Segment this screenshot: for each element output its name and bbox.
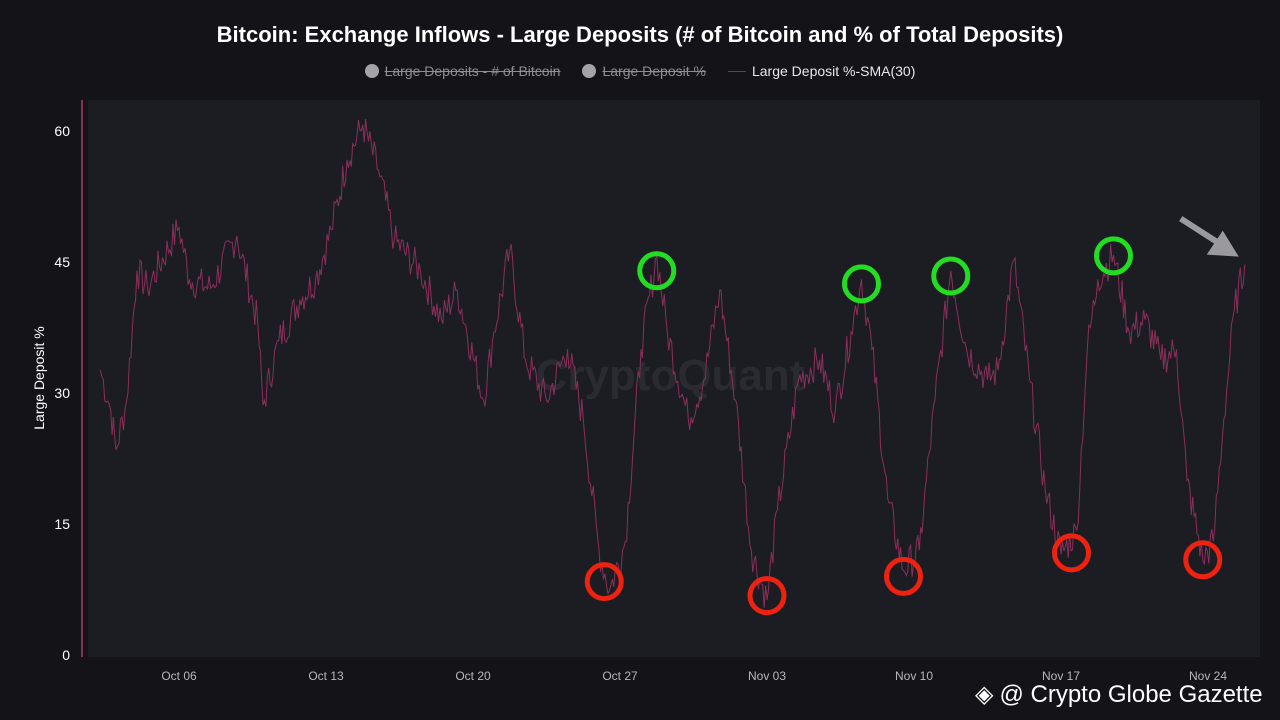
arrow-head-icon [1206, 230, 1239, 257]
y-tick-label: 15 [54, 516, 70, 532]
legend-label: Large Deposit %-SMA(30) [751, 63, 916, 79]
legend-dot-icon [364, 64, 379, 78]
chart-title: Bitcoin: Exchange Inflows - Large Deposi… [216, 22, 1064, 47]
binance-logo-icon: ◈ [975, 681, 994, 708]
legend-line-icon [727, 70, 746, 72]
legend-label: Large Deposit % [602, 63, 706, 79]
y-axis-label: Large Deposit % [31, 326, 47, 430]
x-tick-label: Oct 13 [308, 669, 344, 683]
x-tick-label: Nov 17 [1042, 669, 1080, 683]
x-tick-label: Nov 03 [748, 669, 786, 683]
x-tick-label: Nov 10 [895, 669, 933, 683]
red-circle-annotation [1052, 533, 1091, 573]
red-circle-annotation [884, 556, 923, 596]
watermark-cryptoquant: CryptoQuant [536, 351, 805, 400]
series-line-sma30 [99, 119, 1246, 608]
y-tick-label: 45 [54, 254, 70, 270]
legend-item-large-deposits-btc[interactable]: Large Deposits - # of Bitcoin [364, 63, 561, 79]
green-circle-annotation [842, 264, 881, 304]
x-tick-label: Oct 06 [161, 669, 197, 683]
green-circle-annotation [637, 251, 677, 291]
green-circle-annotation [931, 256, 971, 296]
plot-area [88, 100, 1260, 657]
y-tick-label: 0 [62, 647, 70, 663]
red-circle-annotation [747, 576, 787, 616]
red-circle-annotation [1183, 540, 1223, 580]
legend-label: Large Deposits - # of Bitcoin [384, 63, 561, 79]
legend-dot-icon [582, 64, 597, 78]
x-tick-label: Nov 24 [1189, 669, 1227, 683]
legend: Large Deposits - # of Bitcoin Large Depo… [0, 63, 1280, 79]
credit-watermark: ◈ @ Crypto Globe Gazette [975, 680, 1263, 709]
x-tick-label: Oct 20 [455, 669, 491, 683]
credit-text: @ Crypto Globe Gazette [999, 680, 1263, 708]
y-tick-label: 60 [54, 123, 70, 139]
legend-item-large-deposit-pct[interactable]: Large Deposit % [582, 63, 706, 79]
x-tick-label: Oct 27 [602, 669, 638, 683]
green-circle-annotation [1094, 236, 1133, 276]
red-circle-annotation [584, 562, 624, 602]
y-tick-label: 30 [54, 385, 70, 401]
legend-item-sma30[interactable]: Large Deposit %-SMA(30) [727, 63, 916, 79]
